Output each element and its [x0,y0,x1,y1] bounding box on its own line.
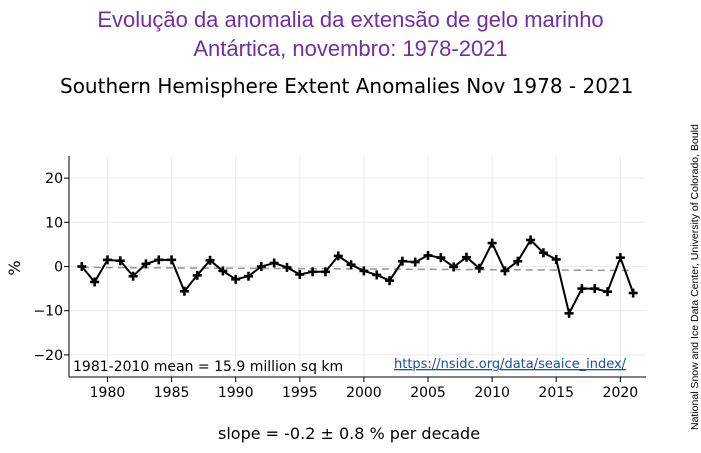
data-point [282,262,292,272]
y-tick-label: 20 [45,171,63,187]
data-point [410,257,420,267]
trend-line [81,266,634,272]
data-point [333,251,343,261]
data-point [192,270,202,280]
data-point [218,266,228,276]
data-point [628,288,638,298]
chart-title: Southern Hemisphere Extent Anomalies Nov… [60,74,634,98]
slope-text: slope = -0.2 ± 0.8 % per decade [218,424,481,443]
series-polyline [81,238,635,317]
data-point [372,270,382,280]
data-point [244,271,254,281]
data-point [513,256,523,266]
x-tick-label: 1995 [282,385,318,401]
data-point [564,308,574,318]
x-tick-label: 1990 [218,385,254,401]
data-point [167,255,177,265]
data-point [500,266,510,276]
x-tick-label: 2015 [538,385,574,401]
y-tick-label: −20 [33,348,63,364]
x-tick-label: 2010 [474,385,510,401]
data-point [128,271,138,281]
data-point [449,262,459,272]
data-point [487,238,497,248]
data-point [179,286,189,296]
trend-line-segment [81,266,634,272]
data-point [385,276,395,286]
series-line [77,235,638,318]
data-point [603,287,613,297]
x-tick-label: 1985 [154,385,190,401]
x-tick-label: 1980 [90,385,126,401]
data-point [115,256,125,266]
data-point [436,253,446,263]
data-point [423,250,433,260]
data-point [154,255,164,265]
data-point [526,235,536,245]
data-point [538,248,548,258]
data-point [615,253,625,263]
data-point [205,255,215,265]
data-point [320,267,330,277]
y-tick-label: −10 [33,304,63,320]
data-point [590,284,600,294]
data-point [551,254,561,264]
data-point [256,262,266,271]
data-point [397,256,407,266]
data-point [346,260,356,270]
chart-title-portuguese-line2: Antártica, novembro: 1978-2021 [193,36,508,61]
tick-labels: −20 −10 0 10 20 1980 1985 1990 1995 2000 2005 2010 2… [33,171,638,401]
data-point [269,258,279,268]
data-point [474,263,484,273]
chart-title-portuguese-line1: Evolução da anomalia da extensão de gelo… [97,7,604,32]
y-tick-label: 0 [54,260,63,276]
x-tick-label: 2020 [603,385,639,401]
x-tick-label: 2000 [346,385,382,401]
data-point [359,266,369,276]
data-point [90,277,100,287]
data-point [308,267,318,277]
grid-lines [69,156,646,377]
credit-text: National Snow and Ice Data Center, Unive… [689,124,701,430]
data-point [577,284,587,294]
mean-annotation: 1981-2010 mean = 15.9 million sq km [73,359,343,375]
data-point [77,262,87,271]
source-url-link[interactable]: https://nsidc.org/data/seaice_index/ [394,357,627,372]
y-tick-label: 10 [45,215,63,231]
data-point [461,252,471,262]
axes [64,156,646,382]
data-point [231,274,241,284]
data-point [295,269,305,279]
data-point [102,255,112,265]
x-tick-label: 2005 [410,385,446,401]
data-point [141,259,151,269]
y-axis-label: % [5,260,24,275]
